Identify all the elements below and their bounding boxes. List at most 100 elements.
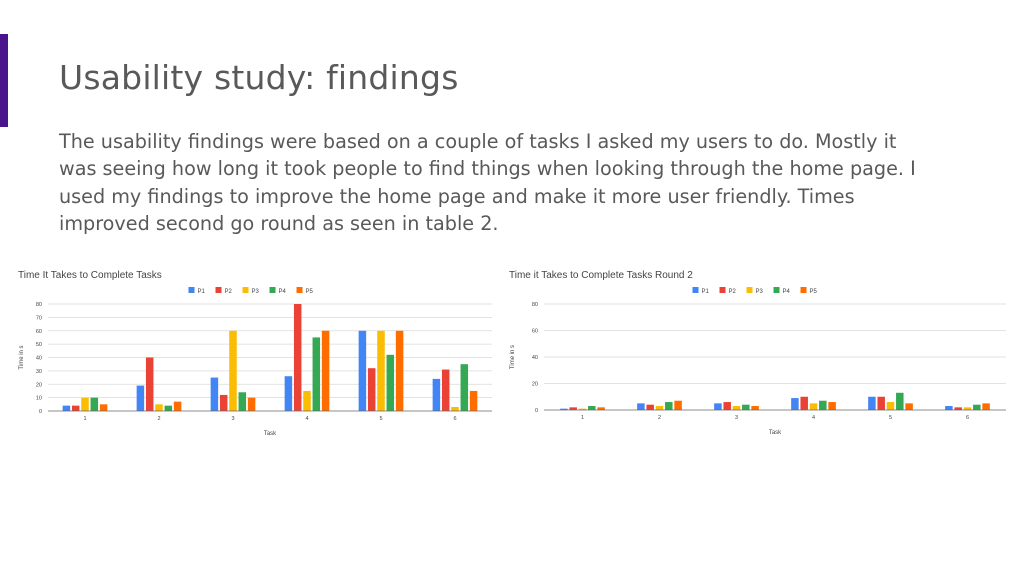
chart-1-bar-p2-task-2 bbox=[145, 357, 154, 411]
chart-1-bar-p4-task-1 bbox=[90, 397, 99, 411]
chart-1-svg: Time It Takes to Complete Tasks P1 P2 P3 P4 P… bbox=[18, 270, 492, 437]
chart-1-x-tick-label: 5 bbox=[379, 416, 382, 422]
chart-1-x-tick-label: 6 bbox=[453, 416, 456, 422]
chart-2-y-axis-label: Time in s bbox=[510, 345, 516, 369]
chart-1-bar-p5-task-1 bbox=[99, 404, 108, 411]
chart-2-bar-p2-task-2 bbox=[646, 404, 654, 410]
slide-body-text: The usability findings were based on a c… bbox=[59, 130, 916, 236]
chart-round-2: Time it Takes to Complete Tasks Round 2 P… bbox=[505, 262, 1020, 452]
chart-2-bar-p4-task-2 bbox=[665, 402, 673, 410]
chart-1-legend-label-p5: P5 bbox=[306, 289, 314, 295]
chart-1-bar-p5-task-4 bbox=[321, 330, 330, 411]
chart-1-bar-p2-task-4 bbox=[293, 304, 302, 411]
chart-1-x-tick-label: 1 bbox=[83, 416, 86, 422]
chart-1-y-axis-label: Time in s bbox=[19, 345, 25, 369]
chart-1-y-tick-label: 50 bbox=[36, 342, 42, 348]
chart-2-x-tick-label: 6 bbox=[966, 415, 969, 421]
chart-1-legend-label-p2: P2 bbox=[225, 289, 233, 295]
chart-2-bar-p5-task-5 bbox=[905, 403, 913, 410]
chart-2-legend-swatch-p1 bbox=[692, 287, 699, 293]
chart-2-bar-p1-task-6 bbox=[945, 406, 953, 410]
chart-1-y-tick-label: 20 bbox=[36, 382, 42, 388]
chart-1-bar-p5-task-3 bbox=[247, 397, 256, 411]
chart-2-x-axis-label: Task bbox=[769, 430, 782, 436]
chart-1-x-tick-label: 4 bbox=[305, 416, 308, 422]
chart-2-bar-p3-task-4 bbox=[809, 403, 818, 410]
chart-2-legend-swatch-p4 bbox=[773, 287, 780, 293]
chart-1-y-tick-label: 70 bbox=[36, 315, 42, 321]
chart-1-legend-swatch-p1 bbox=[188, 287, 195, 293]
chart-1-bar-p5-task-2 bbox=[173, 401, 182, 411]
chart-2-bar-p2-task-4 bbox=[800, 396, 808, 410]
chart-2-legend-label-p1: P1 bbox=[702, 289, 710, 295]
chart-1-bar-p2-task-1 bbox=[71, 405, 80, 411]
chart-1-bar-p4-task-4 bbox=[312, 337, 321, 411]
chart-2-legend-label-p5: P5 bbox=[810, 289, 818, 295]
chart-2-y-tick-label: 0 bbox=[535, 408, 538, 414]
chart-1-bar-p3-task-1 bbox=[81, 397, 89, 411]
chart-2-bar-p3-task-5 bbox=[886, 402, 895, 410]
chart-1-bar-p4-task-5 bbox=[386, 354, 395, 411]
chart-2-bar-p4-task-6 bbox=[973, 404, 981, 410]
chart-2-bar-p5-task-4 bbox=[828, 402, 836, 410]
chart-2-bar-p4-task-5 bbox=[896, 392, 904, 410]
chart-1-title: Time It Takes to Complete Tasks bbox=[18, 270, 162, 281]
chart-1-bar-p5-task-5 bbox=[395, 330, 404, 411]
chart-2-bar-p5-task-3 bbox=[751, 406, 759, 410]
chart-2-legend-swatch-p5 bbox=[800, 287, 807, 293]
chart-1-bar-p2-task-5 bbox=[367, 368, 376, 411]
chart-1-x-axis-label: Task bbox=[264, 431, 277, 437]
chart-1-bar-p1-task-1 bbox=[62, 405, 71, 411]
chart-2-bar-p3-task-1 bbox=[578, 408, 587, 410]
chart-2-y-tick-label: 20 bbox=[532, 382, 538, 388]
chart-2-bar-p5-task-2 bbox=[674, 400, 682, 410]
chart-1-legend-swatch-p4 bbox=[269, 287, 276, 293]
chart-1-bar-p1-task-2 bbox=[136, 385, 145, 411]
chart-2-bar-p2-task-1 bbox=[569, 407, 577, 410]
chart-2-x-tick-label: 4 bbox=[812, 415, 815, 421]
chart-1-bar-p5-task-6 bbox=[469, 390, 478, 411]
chart-2-bar-p4-task-1 bbox=[588, 406, 596, 410]
accent-bar bbox=[0, 34, 8, 127]
chart-1-bar-p1-task-4 bbox=[284, 376, 293, 411]
chart-1-legend-swatch-p5 bbox=[296, 287, 303, 293]
chart-1-bar-p3-task-6 bbox=[451, 406, 459, 411]
chart-1-bar-p1-task-3 bbox=[210, 377, 219, 411]
chart-2-bar-p4-task-3 bbox=[742, 404, 750, 410]
chart-2-bar-p1-task-3 bbox=[714, 403, 722, 410]
chart-round-1: Time It Takes to Complete Tasks P1 P2 P3 P4 P… bbox=[0, 262, 505, 452]
chart-1-bar-p3-task-3 bbox=[229, 330, 237, 411]
chart-2-bar-p5-task-6 bbox=[982, 403, 990, 410]
chart-2-bar-p2-task-5 bbox=[877, 396, 885, 410]
chart-1-y-tick-label: 30 bbox=[36, 369, 42, 375]
chart-2-bar-p2-task-3 bbox=[723, 402, 731, 410]
chart-2-legend-label-p4: P4 bbox=[783, 289, 791, 295]
chart-2-bar-p3-task-6 bbox=[963, 407, 972, 410]
chart-2-svg: Time it Takes to Complete Tasks Round 2 P… bbox=[509, 270, 1006, 436]
chart-1-bar-p4-task-6 bbox=[460, 364, 469, 411]
chart-2-legend-swatch-p2 bbox=[719, 287, 726, 293]
chart-1-bar-p1-task-6 bbox=[432, 378, 441, 411]
chart-1-y-tick-label: 60 bbox=[36, 329, 42, 335]
chart-2-bar-p4-task-4 bbox=[819, 400, 827, 410]
chart-1-x-tick-label: 3 bbox=[231, 416, 234, 422]
slide-title: Usability study: findings bbox=[59, 58, 459, 97]
chart-1-y-tick-label: 0 bbox=[39, 409, 42, 415]
chart-2-bar-p3-task-3 bbox=[732, 406, 741, 410]
chart-2-x-tick-label: 5 bbox=[889, 415, 892, 421]
chart-2-x-tick-label: 3 bbox=[735, 415, 738, 421]
chart-2-bar-p5-task-1 bbox=[597, 407, 605, 410]
chart-2-bar-p1-task-1 bbox=[560, 408, 568, 410]
chart-2-bar-p2-task-6 bbox=[954, 407, 962, 410]
chart-1-legend-label-p4: P4 bbox=[279, 289, 287, 295]
chart-1-bar-p4-task-2 bbox=[164, 405, 173, 411]
chart-1-bar-p2-task-6 bbox=[441, 369, 450, 411]
chart-1-legend-label-p1: P1 bbox=[198, 289, 206, 295]
chart-1-y-tick-label: 80 bbox=[36, 302, 42, 308]
chart-1-bar-p1-task-5 bbox=[358, 330, 367, 411]
chart-1-legend-swatch-p2 bbox=[215, 287, 222, 293]
chart-1-bar-p3-task-4 bbox=[303, 390, 311, 411]
chart-1-y-tick-label: 40 bbox=[36, 356, 42, 362]
chart-1-bar-p3-task-5 bbox=[377, 330, 385, 411]
chart-2-y-tick-label: 40 bbox=[532, 355, 538, 361]
